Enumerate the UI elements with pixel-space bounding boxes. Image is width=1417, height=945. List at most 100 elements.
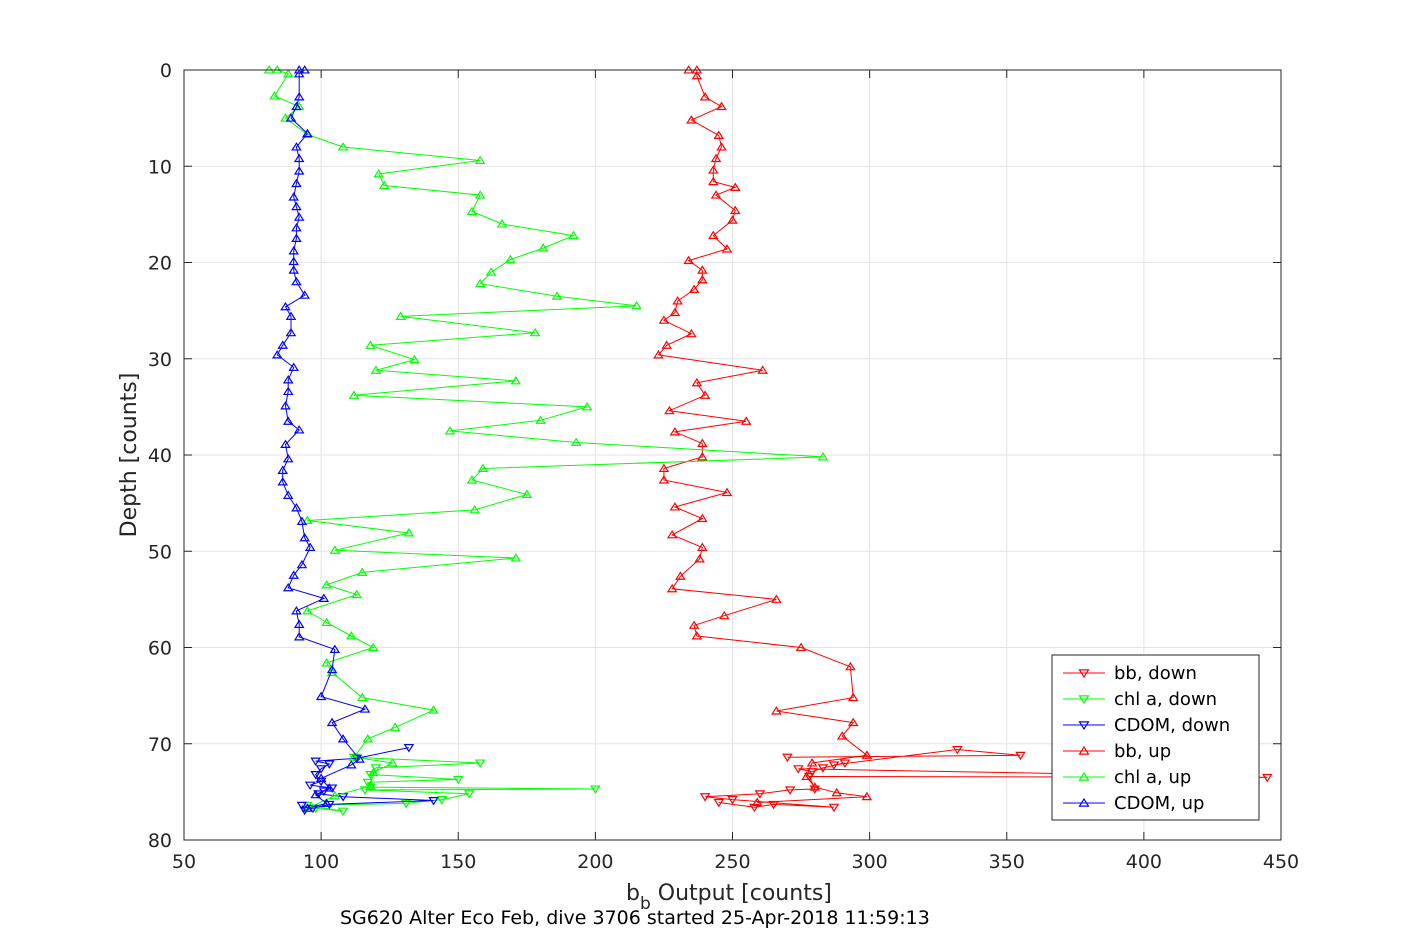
data-point — [718, 610, 730, 620]
data-point — [806, 768, 818, 777]
data-point — [291, 201, 302, 211]
data-point — [291, 606, 302, 615]
legend-label: bb, down — [1114, 663, 1197, 684]
data-point — [315, 765, 327, 774]
data-point — [793, 765, 804, 774]
data-point — [280, 439, 291, 448]
data-point — [277, 477, 289, 486]
data-point — [521, 489, 533, 499]
data-point — [373, 169, 385, 178]
data-point — [784, 786, 796, 795]
data-point — [697, 542, 708, 551]
data-point — [291, 503, 302, 512]
data-point — [321, 657, 332, 667]
data-point — [697, 513, 708, 523]
data-point — [387, 758, 398, 767]
data-point — [477, 463, 489, 473]
legend: bb, down chl a, down CDOM, down bb, up chl a… — [1051, 654, 1260, 821]
data-point — [688, 620, 700, 629]
legend-marker — [1078, 721, 1090, 731]
legend-marker — [1078, 745, 1090, 755]
data-point — [277, 340, 289, 349]
data-point — [288, 192, 299, 201]
data-point — [631, 300, 642, 310]
data-point — [302, 606, 313, 615]
data-point — [771, 594, 782, 603]
x-tick-label: 450 — [1263, 851, 1299, 873]
data-point — [809, 782, 821, 791]
data-point — [282, 416, 294, 425]
data-point — [282, 375, 294, 384]
data-point — [697, 265, 708, 274]
data-point — [310, 789, 321, 799]
data-point — [280, 301, 291, 311]
data-point — [354, 754, 365, 763]
data-point — [697, 274, 708, 284]
data-point — [337, 807, 349, 817]
data-point — [329, 790, 341, 800]
data-point — [403, 528, 415, 537]
data-point — [293, 619, 305, 628]
data-point — [296, 516, 308, 525]
data-point — [658, 315, 670, 324]
data-point — [795, 642, 807, 652]
data-point — [666, 583, 678, 593]
data-point — [348, 752, 360, 761]
data-point — [428, 796, 439, 806]
y-tick-label: 30 — [148, 349, 172, 371]
ticks: 50 100 150 200 250 300 350 400 450 0 10 20 30 40 50 60 7… — [148, 60, 1299, 873]
data-point — [378, 180, 390, 190]
data-point — [293, 212, 305, 221]
y-tick-label: 40 — [148, 445, 172, 467]
legend-item: CDOM, up — [1063, 793, 1204, 814]
series-layer — [263, 65, 1273, 817]
data-point — [721, 487, 733, 497]
data-point — [346, 631, 357, 640]
data-point — [326, 717, 338, 727]
x-tick-label: 100 — [303, 851, 339, 873]
data-point — [691, 377, 703, 387]
data-point — [669, 307, 681, 317]
data-point — [845, 661, 856, 671]
legend-label: CDOM, up — [1114, 793, 1204, 814]
data-point — [293, 92, 305, 101]
data-point — [356, 567, 368, 576]
data-point — [836, 731, 848, 740]
data-point — [324, 760, 335, 769]
data-point — [683, 255, 694, 265]
data-point — [291, 101, 302, 111]
legend-item: chl a, down — [1063, 689, 1217, 710]
data-point — [661, 340, 672, 349]
data-point — [716, 101, 727, 111]
data-point — [713, 798, 725, 808]
data-point — [751, 797, 763, 807]
data-point — [727, 215, 738, 224]
data-point — [299, 532, 310, 542]
data-point — [672, 296, 683, 305]
data-point — [666, 529, 678, 539]
data-point — [729, 182, 741, 191]
data-point — [288, 362, 299, 371]
data-point — [403, 744, 415, 753]
data-point — [699, 390, 711, 399]
data-point — [329, 644, 341, 653]
legend-item: bb, down — [1063, 663, 1197, 684]
data-point — [296, 801, 308, 811]
data-point — [356, 692, 368, 702]
data-point — [351, 589, 363, 599]
y-tick-label: 20 — [148, 253, 172, 275]
data-point — [329, 545, 341, 554]
legend-marker — [1078, 669, 1090, 679]
legend-marker — [1078, 695, 1090, 705]
data-point — [716, 142, 727, 151]
data-point — [282, 68, 294, 78]
data-point — [740, 416, 752, 425]
data-point — [277, 465, 289, 474]
data-point — [362, 734, 374, 743]
data-point — [590, 785, 601, 794]
data-point — [474, 190, 486, 199]
legend-label: CDOM, down — [1114, 715, 1230, 736]
data-point — [529, 327, 541, 337]
data-point — [697, 438, 708, 447]
